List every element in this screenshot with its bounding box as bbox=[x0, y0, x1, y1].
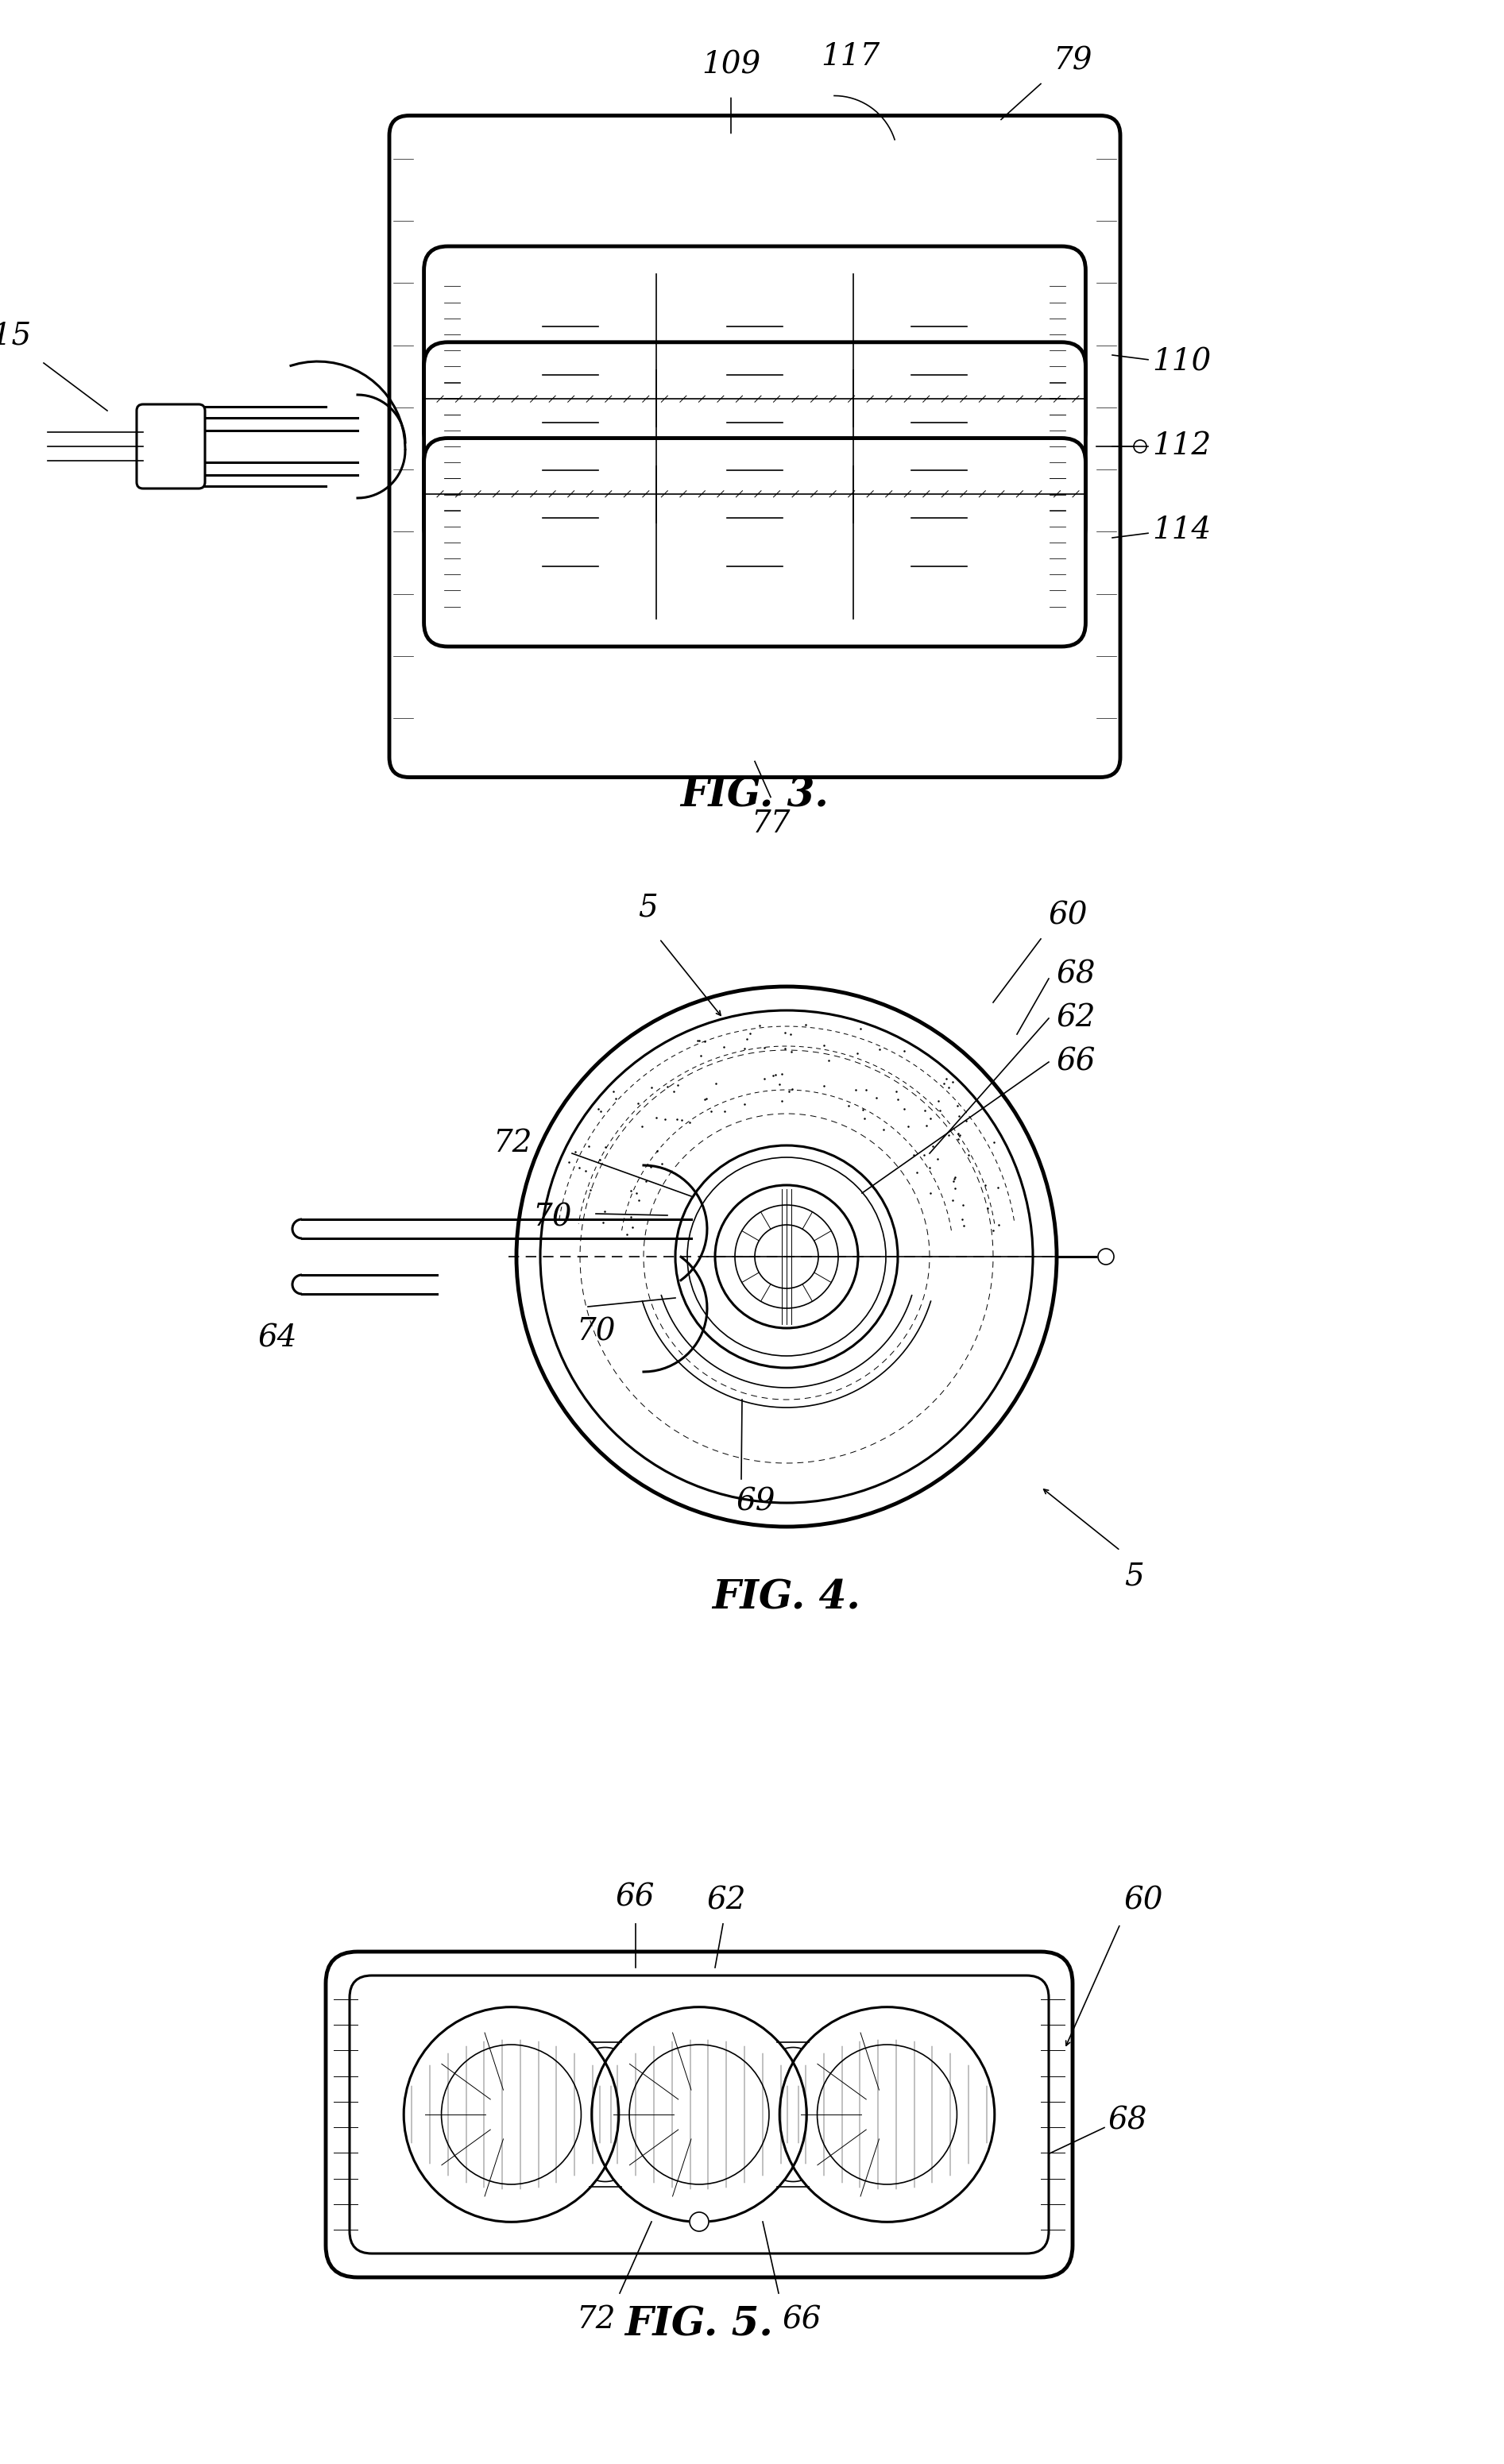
Text: FIG. 5.: FIG. 5. bbox=[626, 2306, 773, 2343]
Text: 117: 117 bbox=[821, 42, 880, 71]
Text: 5: 5 bbox=[1123, 1562, 1145, 1592]
Text: 77: 77 bbox=[750, 808, 790, 838]
Text: 64: 64 bbox=[259, 1323, 298, 1353]
Text: 68: 68 bbox=[1108, 2107, 1148, 2136]
Text: 79: 79 bbox=[1053, 47, 1092, 76]
Text: 66: 66 bbox=[617, 1882, 656, 1912]
FancyBboxPatch shape bbox=[137, 404, 205, 488]
Circle shape bbox=[1098, 1249, 1114, 1264]
Text: 110: 110 bbox=[1152, 347, 1211, 377]
Text: FIG. 3.: FIG. 3. bbox=[681, 776, 829, 816]
Circle shape bbox=[690, 2213, 708, 2232]
Text: 70: 70 bbox=[532, 1202, 572, 1232]
Text: 72: 72 bbox=[493, 1129, 532, 1158]
FancyBboxPatch shape bbox=[424, 342, 1086, 549]
Text: 66: 66 bbox=[782, 2306, 821, 2333]
Text: 62: 62 bbox=[1057, 1003, 1096, 1032]
Text: 115: 115 bbox=[0, 323, 32, 350]
Text: 60: 60 bbox=[1123, 1887, 1164, 1917]
Text: 69: 69 bbox=[737, 1486, 776, 1515]
Text: 68: 68 bbox=[1057, 961, 1096, 991]
Text: 70: 70 bbox=[576, 1318, 615, 1348]
Text: FIG. 4.: FIG. 4. bbox=[713, 1579, 860, 1619]
Text: 112: 112 bbox=[1152, 431, 1211, 461]
Text: 66: 66 bbox=[1057, 1047, 1096, 1077]
Text: 109: 109 bbox=[701, 49, 761, 79]
Text: 72: 72 bbox=[576, 2306, 615, 2333]
Text: 5: 5 bbox=[638, 894, 657, 924]
Text: 60: 60 bbox=[1048, 902, 1087, 931]
FancyBboxPatch shape bbox=[326, 1951, 1072, 2277]
FancyBboxPatch shape bbox=[424, 439, 1086, 646]
FancyBboxPatch shape bbox=[424, 246, 1086, 456]
Text: 62: 62 bbox=[707, 1887, 746, 1917]
Text: 114: 114 bbox=[1152, 515, 1211, 545]
